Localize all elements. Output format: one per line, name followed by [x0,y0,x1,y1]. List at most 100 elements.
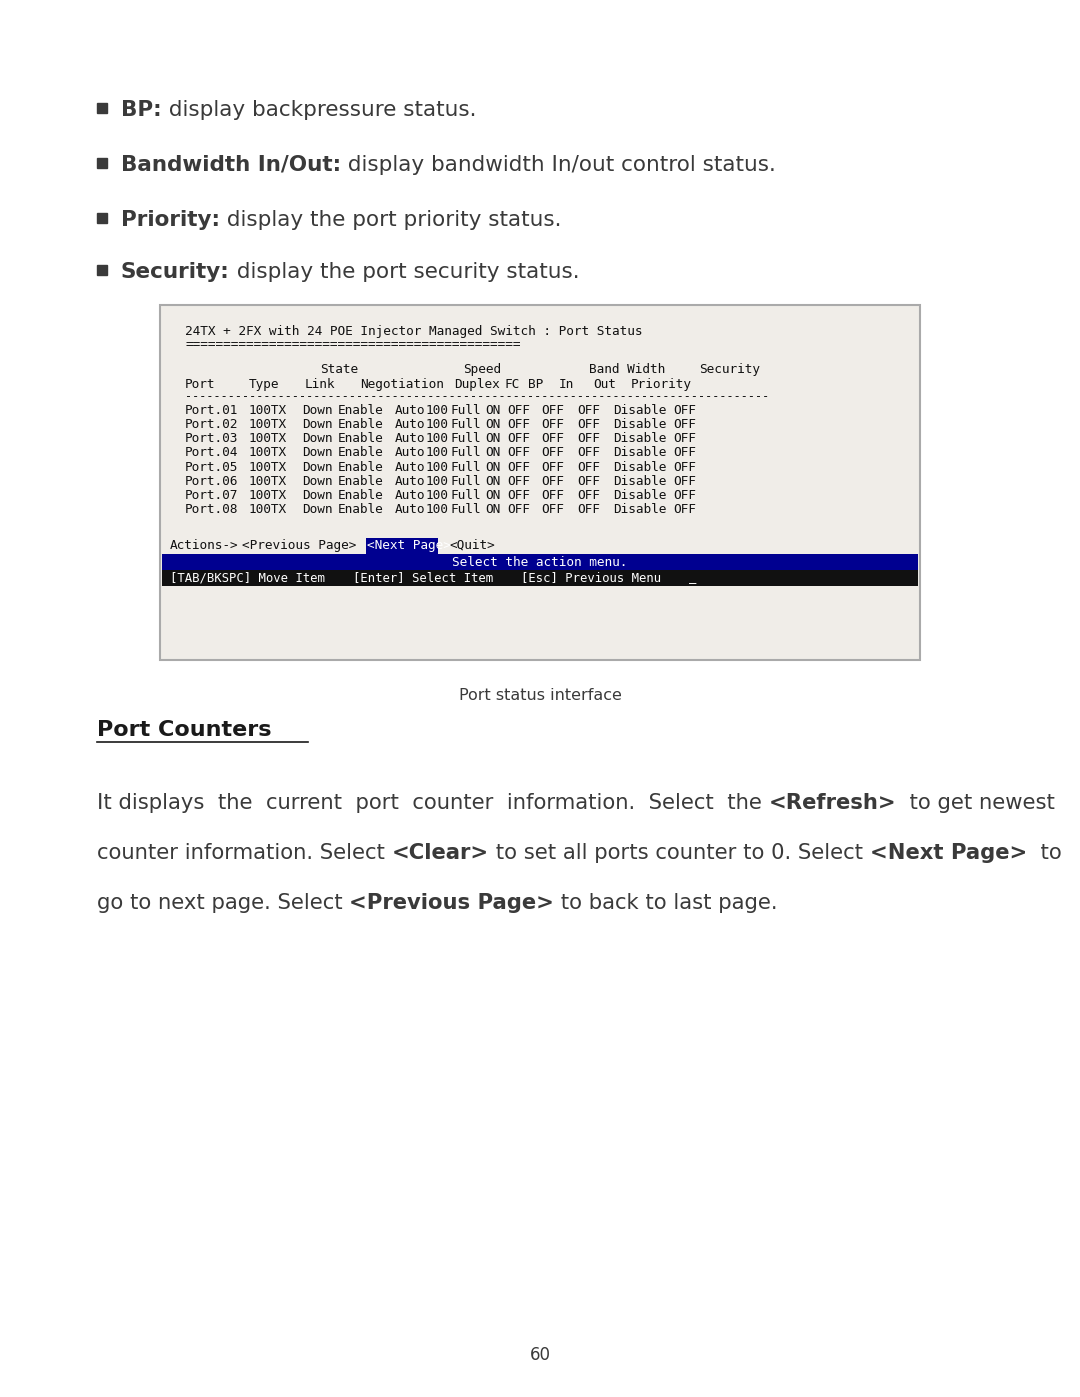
Text: counter information. Select: counter information. Select [97,842,392,863]
Text: State: State [320,363,359,376]
Text: Port.06: Port.06 [185,475,239,488]
Text: Type: Type [249,377,280,391]
Text: OFF: OFF [507,418,530,432]
Text: OFF: OFF [541,404,564,416]
Text: Full: Full [450,447,481,460]
Text: Enable: Enable [338,404,383,416]
Text: OFF: OFF [507,503,530,517]
Text: 100TX: 100TX [249,461,287,474]
Text: Auto: Auto [395,489,426,502]
Bar [97,265,107,275]
Text: OFF: OFF [541,503,564,517]
Text: display the port priority status.: display the port priority status. [220,210,562,231]
Text: ON: ON [485,404,500,416]
Bar [162,570,918,587]
Text: Out: Out [593,377,616,391]
Text: OFF: OFF [507,461,530,474]
Text: Actions->: Actions-> [170,539,239,552]
Text: Enable: Enable [338,503,383,517]
Text: Down: Down [302,432,333,446]
Text: Link: Link [305,377,336,391]
Text: <Previous Page>: <Previous Page> [242,539,356,552]
Text: Auto: Auto [395,418,426,432]
Text: [TAB/BKSPC] Move Item: [TAB/BKSPC] Move Item [170,571,325,584]
Text: 100: 100 [426,489,449,502]
Text: OFF: OFF [507,432,530,446]
Text: OFF: OFF [577,418,599,432]
Text: OFF: OFF [541,418,564,432]
Text: 60: 60 [529,1345,551,1363]
Text: Band Width: Band Width [589,363,665,376]
Text: OFF: OFF [507,447,530,460]
Text: Security: Security [699,363,760,376]
Text: Disable: Disable [613,489,666,502]
Text: Duplex: Duplex [454,377,500,391]
Text: Port: Port [185,377,216,391]
Text: Down: Down [302,489,333,502]
Text: ============================================: ========================================… [185,338,521,351]
Text: ON: ON [485,489,500,502]
Text: Full: Full [450,404,481,416]
Text: 100TX: 100TX [249,432,287,446]
Text: Auto: Auto [395,447,426,460]
Text: OFF: OFF [673,447,696,460]
Text: Enable: Enable [338,475,383,488]
Text: 100TX: 100TX [249,418,287,432]
Text: Auto: Auto [395,503,426,517]
Text: Full: Full [450,489,481,502]
Text: 100: 100 [426,404,449,416]
Text: Disable: Disable [613,404,666,416]
Text: <Previous Page>: <Previous Page> [349,893,554,914]
Text: Disable: Disable [613,475,666,488]
Text: to: to [1027,842,1062,863]
Text: Disable: Disable [613,447,666,460]
Text: OFF: OFF [673,475,696,488]
Text: ON: ON [485,475,500,488]
Text: OFF: OFF [673,432,696,446]
Text: FC: FC [504,377,519,391]
Text: Port.05: Port.05 [185,461,239,474]
Text: 100TX: 100TX [249,447,287,460]
Text: ON: ON [485,432,500,446]
Text: Port Counters: Port Counters [97,719,271,740]
Text: Priority: Priority [631,377,692,391]
Text: <Next Page>: <Next Page> [869,842,1027,863]
Text: OFF: OFF [577,404,599,416]
Text: Down: Down [302,404,333,416]
Text: 100TX: 100TX [249,404,287,416]
Text: 100: 100 [426,432,449,446]
Text: Security:: Security: [121,263,230,282]
Text: OFF: OFF [577,503,599,517]
Text: ON: ON [485,447,500,460]
Text: Disable: Disable [613,432,666,446]
Text: [Enter] Select Item: [Enter] Select Item [353,571,494,584]
Text: <Refresh>: <Refresh> [769,793,896,813]
Text: OFF: OFF [541,475,564,488]
Text: OFF: OFF [541,447,564,460]
Text: It displays  the  current  port  counter  information.  Select  the: It displays the current port counter inf… [97,793,769,813]
Text: Auto: Auto [395,432,426,446]
Text: 24TX + 2FX with 24 POE Injector Managed Switch : Port Status: 24TX + 2FX with 24 POE Injector Managed … [185,326,643,338]
Text: Full: Full [450,503,481,517]
Text: Enable: Enable [338,432,383,446]
Text: OFF: OFF [577,475,599,488]
Text: OFF: OFF [541,461,564,474]
Text: Port.03: Port.03 [185,432,239,446]
Text: Bandwidth In/Out:: Bandwidth In/Out: [121,155,341,175]
Bar [97,212,107,222]
Text: Down: Down [302,418,333,432]
Text: OFF: OFF [507,489,530,502]
Text: OFF: OFF [577,489,599,502]
Text: Down: Down [302,447,333,460]
Text: Priority:: Priority: [121,210,220,231]
Text: 100: 100 [426,461,449,474]
Text: Down: Down [302,475,333,488]
Text: BP:: BP: [121,101,162,120]
Text: <Next Page>: <Next Page> [367,539,450,552]
Text: Full: Full [450,475,481,488]
Text: Select the action menu.: Select the action menu. [453,556,627,569]
Text: Negotiation: Negotiation [360,377,444,391]
Text: OFF: OFF [541,432,564,446]
Text: 100TX: 100TX [249,489,287,502]
Text: Enable: Enable [338,489,383,502]
